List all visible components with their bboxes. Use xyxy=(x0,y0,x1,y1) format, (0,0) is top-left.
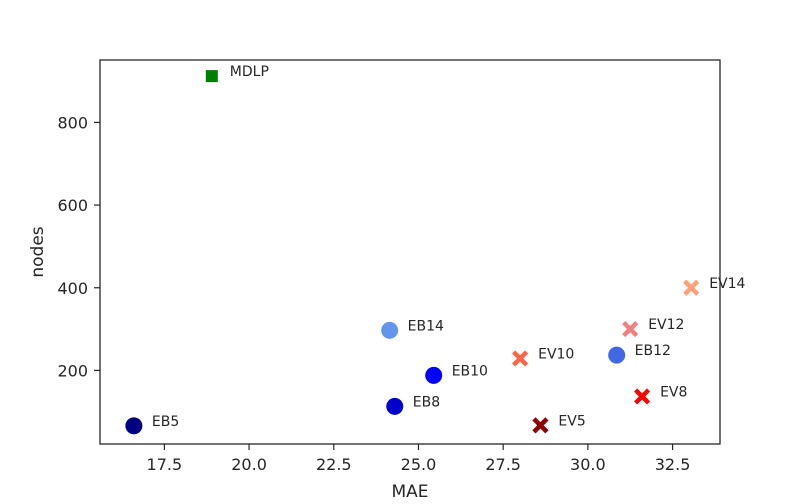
point-label-mdlp: MDLP xyxy=(230,64,269,80)
point-mdlp xyxy=(205,70,218,83)
point-label-eb10: EB10 xyxy=(452,363,488,379)
y-tick-label: 400 xyxy=(57,279,88,298)
x-tick-label: 30.0 xyxy=(570,455,606,474)
point-label-eb5: EB5 xyxy=(152,414,179,430)
point-ev12 xyxy=(622,320,639,338)
point-label-eb14: EB14 xyxy=(408,318,444,334)
x-axis-label: MAE xyxy=(391,482,428,500)
point-ev8 xyxy=(633,388,651,405)
point-label-ev12: EV12 xyxy=(648,317,684,333)
x-tick-label: 17.5 xyxy=(147,455,183,474)
point-label-ev10: EV10 xyxy=(538,346,574,362)
point-eb8 xyxy=(386,397,404,415)
point-label-ev8: EV8 xyxy=(660,384,687,400)
point-label-eb12: EB12 xyxy=(635,343,671,359)
point-ev14 xyxy=(683,279,700,296)
points-layer xyxy=(125,70,700,435)
x-tick-label: 32.5 xyxy=(655,455,691,474)
point-label-ev14: EV14 xyxy=(709,276,745,292)
point-eb5 xyxy=(125,417,143,435)
point-ev5 xyxy=(532,417,549,434)
plot-frame xyxy=(99,59,721,445)
x-tick-label: 20.0 xyxy=(231,455,267,474)
x-tick-label: 27.5 xyxy=(485,455,521,474)
point-label-ev5: EV5 xyxy=(558,413,585,429)
labels-layer: MDLP EB5 EB8 EB10 EB12 EB14 EV5 EV8 EV10 EV12 EV14 xyxy=(152,64,746,430)
point-eb14 xyxy=(381,321,399,339)
ticks-layer: 17.5 20.0 22.5 25.0 27.5 30.0 32.5 200 400 600 800 xyxy=(57,113,690,474)
x-tick-label: 25.0 xyxy=(401,455,437,474)
y-tick-label: 800 xyxy=(57,113,88,132)
y-axis-label: nodes xyxy=(28,226,48,277)
point-ev10 xyxy=(512,350,529,367)
x-tick-label: 22.5 xyxy=(316,455,352,474)
point-eb10 xyxy=(425,366,443,384)
point-label-eb8: EB8 xyxy=(413,394,440,410)
y-tick-label: 200 xyxy=(57,361,88,380)
point-eb12 xyxy=(608,346,626,364)
y-tick-label: 600 xyxy=(57,196,88,215)
